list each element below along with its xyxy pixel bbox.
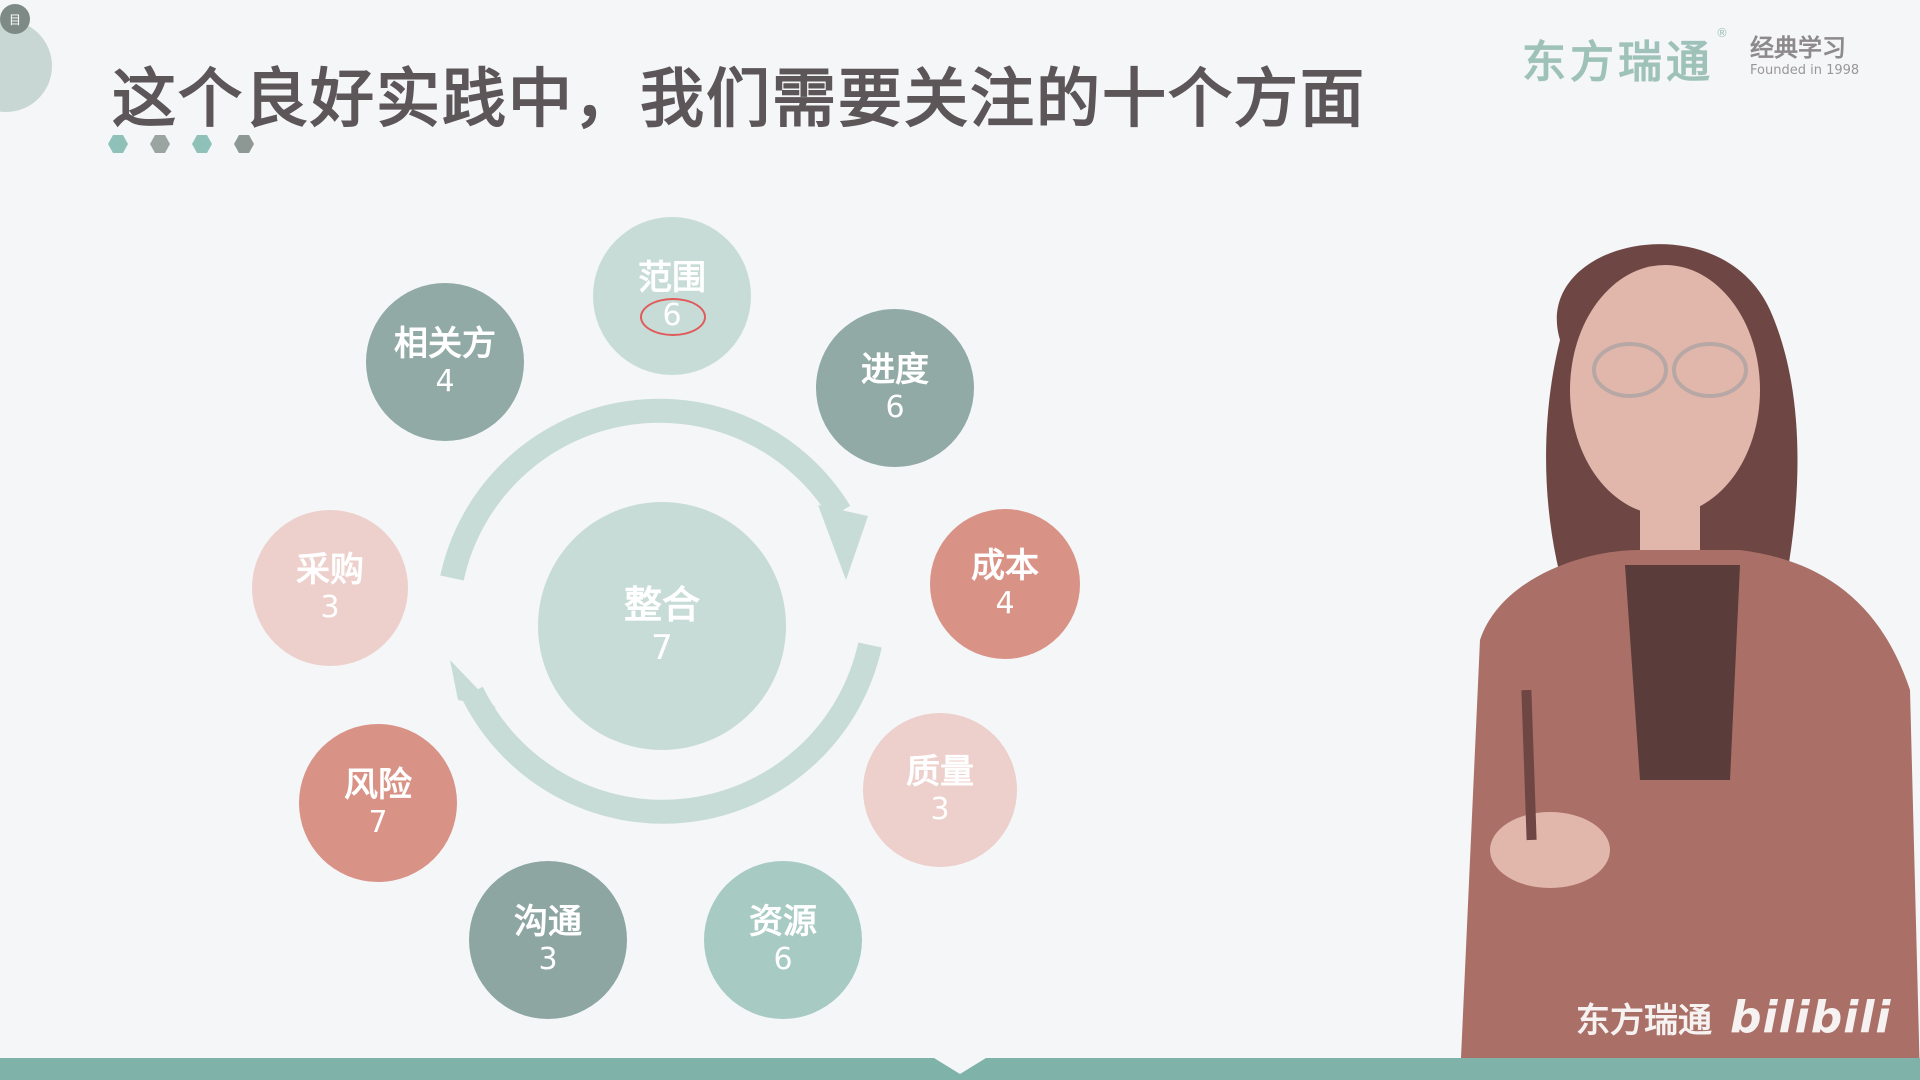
cycle-arrowhead-lower — [450, 660, 496, 708]
bottom-notch — [934, 1058, 986, 1074]
area-label: 进度 — [861, 349, 929, 390]
area-label: 范围 — [638, 257, 706, 298]
watermark-brand: bilibili — [1730, 992, 1892, 1043]
hexagon-icon — [192, 135, 212, 153]
area-process-count: 6 — [885, 390, 905, 426]
area-label: 成本 — [971, 545, 1039, 586]
logo-sub-text: 经典学习 — [1750, 34, 1846, 62]
area-node: 质量 3 — [863, 713, 1017, 867]
presenter-top — [1625, 565, 1740, 780]
area-process-count: 7 — [368, 805, 388, 841]
area-node: 成本 4 — [930, 509, 1080, 659]
logo-side: 经典学习 Founded in 1998 — [1750, 28, 1859, 78]
corner-badge[interactable]: 目 — [0, 4, 30, 34]
area-label: 沟通 — [514, 901, 582, 942]
brand-logo: 东方瑞通 ® 经典学习 Founded in 1998 — [1522, 26, 1859, 90]
area-process-count: 6 — [640, 298, 707, 337]
cycle-arrowhead-upper — [818, 505, 868, 580]
video-watermark: 东方瑞通 bilibili — [1576, 992, 1891, 1043]
watermark-text: 东方瑞通 — [1576, 1001, 1712, 1041]
hexagon-icon — [234, 135, 254, 153]
area-node: 范围 6 — [593, 217, 751, 375]
hexagon-decoration-row — [108, 134, 254, 154]
area-node: 进度 6 — [816, 309, 974, 467]
area-label: 质量 — [906, 751, 974, 792]
logo-founded-text: Founded in 1998 — [1750, 63, 1860, 78]
presenter-figure — [1460, 244, 1920, 1080]
logo-registered-mark: ® — [1716, 26, 1728, 40]
area-process-count: 4 — [435, 364, 455, 400]
highlight-circle-annotation — [640, 298, 707, 337]
area-label: 风险 — [344, 764, 412, 805]
presenter-pen — [1521, 689, 1537, 841]
area-label: 采购 — [296, 549, 364, 590]
area-process-count: 3 — [320, 590, 340, 626]
center-node-integration: 整合 7 — [538, 502, 786, 750]
presenter-blazer — [1460, 550, 1920, 1080]
area-label: 相关方 — [394, 323, 496, 364]
area-label: 资源 — [749, 901, 817, 942]
area-node: 相关方 4 — [366, 283, 524, 441]
presenter-hand — [1490, 812, 1610, 888]
presenter-face — [1570, 265, 1760, 515]
area-process-count: 3 — [538, 942, 558, 978]
hexagon-icon — [108, 135, 128, 153]
logo-main-text: 东方瑞通 — [1522, 37, 1714, 88]
area-node: 沟通 3 — [469, 861, 627, 1019]
area-process-count: 6 — [773, 942, 793, 978]
area-node: 采购 3 — [252, 510, 408, 666]
cycle-arrow-upper — [440, 398, 851, 581]
area-process-count: 7 — [651, 628, 673, 669]
area-process-count: 4 — [995, 586, 1015, 622]
presenter-glasses-right — [1672, 342, 1748, 398]
area-process-count: 3 — [930, 792, 950, 828]
area-node: 资源 6 — [704, 861, 862, 1019]
page-title: 这个良好实践中，我们需要关注的十个方面 — [112, 63, 1366, 137]
area-node: 风险 7 — [299, 724, 457, 882]
presenter-glasses-left — [1592, 342, 1668, 398]
hexagon-icon — [150, 135, 170, 153]
cycle-arrow-lower — [461, 642, 882, 824]
area-label: 整合 — [623, 582, 700, 627]
